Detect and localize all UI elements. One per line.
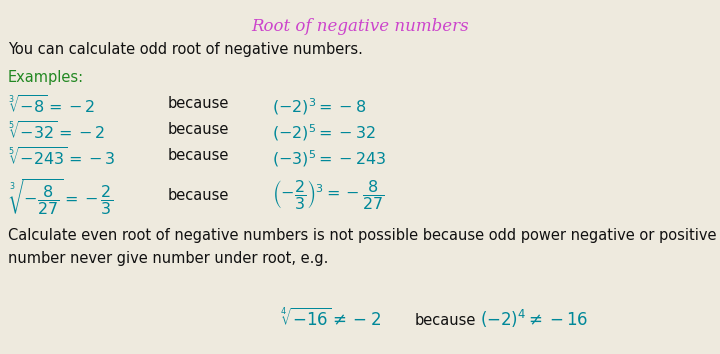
Text: $(-2)^4 \neq -16$: $(-2)^4 \neq -16$ (480, 308, 588, 330)
Text: Calculate even root of negative numbers is not possible because odd power negati: Calculate even root of negative numbers … (8, 228, 716, 267)
Text: because: because (168, 122, 230, 137)
Text: because: because (168, 148, 230, 163)
Text: Root of negative numbers: Root of negative numbers (251, 18, 469, 35)
Text: $(-2)^3 = -8$: $(-2)^3 = -8$ (272, 96, 366, 117)
Text: $\sqrt[5]{-32} = -2$: $\sqrt[5]{-32} = -2$ (8, 122, 105, 144)
Text: $\sqrt[4]{-16} \neq -2$: $\sqrt[4]{-16} \neq -2$ (280, 308, 381, 330)
Text: $(-3)^5 = -243$: $(-3)^5 = -243$ (272, 148, 386, 169)
Text: because: because (415, 313, 477, 328)
Text: $(-2)^5 = -32$: $(-2)^5 = -32$ (272, 122, 376, 143)
Text: $\sqrt[3]{-\dfrac{8}{27}} = -\dfrac{2}{3}$: $\sqrt[3]{-\dfrac{8}{27}} = -\dfrac{2}{3… (8, 178, 113, 218)
Text: $\left(-\dfrac{2}{3}\right)^3 = -\dfrac{8}{27}$: $\left(-\dfrac{2}{3}\right)^3 = -\dfrac{… (272, 178, 384, 211)
Text: because: because (168, 188, 230, 203)
Text: $\sqrt[3]{-8} = -2$: $\sqrt[3]{-8} = -2$ (8, 96, 95, 118)
Text: because: because (168, 96, 230, 111)
Text: $\sqrt[5]{-243} = -3$: $\sqrt[5]{-243} = -3$ (8, 148, 116, 170)
Text: Examples:: Examples: (8, 70, 84, 85)
Text: You can calculate odd root of negative numbers.: You can calculate odd root of negative n… (8, 42, 363, 57)
